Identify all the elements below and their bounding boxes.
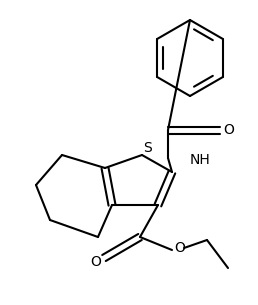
Text: S: S	[143, 141, 151, 155]
Text: O: O	[91, 255, 101, 269]
Text: O: O	[175, 241, 186, 255]
Text: O: O	[224, 123, 235, 137]
Text: NH: NH	[190, 153, 210, 167]
